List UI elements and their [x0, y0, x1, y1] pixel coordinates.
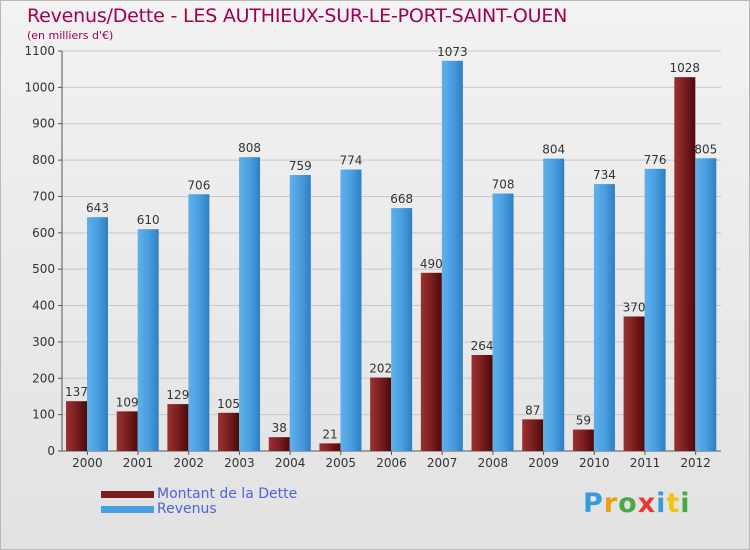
- bar-debt: [471, 355, 493, 451]
- bar-revenus: [593, 184, 615, 451]
- x-tick-label: 2003: [224, 456, 255, 470]
- x-tick-label: 2012: [680, 456, 711, 470]
- legend-label-revenus: Revenus: [157, 501, 217, 517]
- y-tick-label: 600: [32, 226, 55, 240]
- x-tick-label: 2008: [478, 456, 509, 470]
- data-label-revenus: 759: [289, 159, 312, 173]
- data-label-debt: 1028: [670, 61, 701, 75]
- bar-revenus: [87, 217, 108, 451]
- logo-letter: t: [666, 488, 681, 519]
- y-tick-label: 0: [47, 444, 55, 458]
- bar-debt: [522, 419, 544, 451]
- x-tick-label: 2004: [275, 456, 306, 470]
- bar-revenus: [695, 158, 717, 452]
- y-tick-label: 200: [32, 371, 55, 385]
- bar-revenus: [289, 175, 311, 451]
- bar-revenus: [188, 194, 210, 452]
- legend-swatch-revenus: [101, 506, 154, 513]
- y-tick-label: 900: [32, 117, 55, 131]
- data-label-revenus: 643: [86, 201, 109, 215]
- bar-debt: [370, 377, 392, 451]
- chart-title: Revenus/Dette - LES AUTHIEUX-SUR-LE-PORT…: [27, 5, 568, 27]
- x-tick-label: 2001: [123, 456, 154, 470]
- bar-debt: [420, 272, 442, 451]
- bar-revenus: [340, 169, 362, 451]
- data-label-revenus: 808: [238, 141, 261, 155]
- proxiti-logo: Proxiti: [583, 488, 691, 519]
- bar-debt: [674, 77, 696, 451]
- bar-revenus: [441, 60, 463, 452]
- logo-letter: x: [637, 488, 657, 519]
- data-label-debt: 105: [217, 397, 240, 411]
- data-label-debt: 38: [272, 421, 287, 435]
- logo-letter: i: [680, 488, 691, 519]
- x-tick-label: 2000: [72, 456, 103, 470]
- data-label-revenus: 706: [187, 178, 210, 192]
- bar-debt: [167, 404, 189, 451]
- data-label-debt: 109: [116, 395, 139, 409]
- y-tick-label: 1100: [24, 44, 55, 58]
- y-tick-label: 1000: [24, 80, 55, 94]
- data-label-debt: 59: [576, 414, 591, 428]
- logo-letter: P: [583, 488, 604, 519]
- x-tick-label: 2006: [376, 456, 407, 470]
- y-tick-label: 500: [32, 262, 55, 276]
- data-label-debt: 370: [623, 300, 646, 314]
- data-label-debt: 87: [525, 403, 540, 417]
- y-tick-label: 300: [32, 335, 55, 349]
- x-tick-label: 2007: [427, 456, 458, 470]
- data-label-revenus: 668: [390, 192, 413, 206]
- data-label-debt: 202: [369, 362, 392, 376]
- data-label-revenus: 1073: [437, 45, 468, 59]
- bar-revenus: [239, 157, 261, 451]
- data-label-revenus: 610: [137, 213, 160, 227]
- x-tick-label: 2010: [579, 456, 610, 470]
- bar-revenus: [492, 193, 514, 451]
- bar-debt: [116, 411, 138, 451]
- data-label-debt: 264: [471, 339, 494, 353]
- logo-letter: i: [656, 488, 667, 519]
- y-tick-label: 100: [32, 408, 55, 422]
- data-label-debt: 137: [65, 385, 88, 399]
- logo-letter: o: [618, 488, 638, 519]
- data-label-debt: 490: [420, 257, 443, 271]
- x-tick-label: 2009: [528, 456, 559, 470]
- bar-revenus: [137, 229, 159, 451]
- data-label-revenus: 805: [694, 142, 717, 156]
- bar-revenus: [644, 168, 666, 451]
- bar-debt: [66, 401, 87, 451]
- y-tick-label: 400: [32, 299, 55, 313]
- data-label-revenus: 734: [593, 168, 616, 182]
- bar-debt: [218, 412, 240, 451]
- x-tick-label: 2005: [326, 456, 357, 470]
- logo-letter: r: [603, 488, 619, 519]
- data-label-debt: 129: [166, 388, 189, 402]
- bar-debt: [572, 429, 594, 451]
- data-label-revenus: 776: [644, 153, 667, 167]
- bar-debt: [319, 443, 341, 451]
- x-tick-label: 2002: [173, 456, 204, 470]
- legend-label-debt: Montant de la Dette: [157, 486, 298, 502]
- bar-debt: [623, 316, 645, 451]
- x-tick-label: 2011: [630, 456, 661, 470]
- y-tick-label: 700: [32, 189, 55, 203]
- data-label-debt: 21: [322, 427, 337, 441]
- bar-revenus: [391, 208, 413, 451]
- legend-swatch-debt: [101, 491, 154, 498]
- bar-debt: [268, 437, 290, 451]
- bar-revenus: [543, 158, 565, 452]
- data-label-revenus: 708: [492, 178, 515, 192]
- data-label-revenus: 804: [542, 143, 565, 157]
- y-tick-label: 800: [32, 153, 55, 167]
- data-label-revenus: 774: [340, 154, 363, 168]
- chart-subtitle: (en milliers d'€): [27, 29, 114, 42]
